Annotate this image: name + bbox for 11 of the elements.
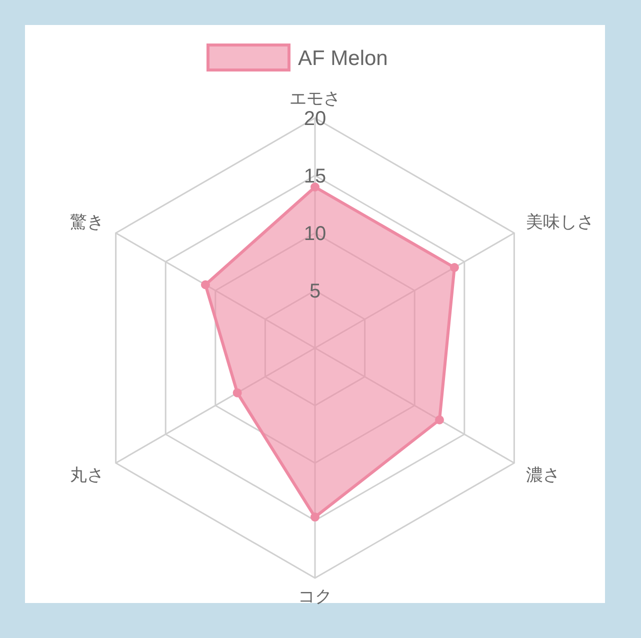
spoke-label: 丸さ bbox=[70, 466, 104, 484]
y-tick-label: 15 bbox=[304, 166, 326, 188]
spoke-label: 美味しさ bbox=[526, 212, 594, 232]
spoke-label: 濃さ bbox=[526, 466, 560, 484]
y-tick-label: 10 bbox=[304, 223, 326, 245]
legend-label: AF Melon bbox=[298, 47, 388, 70]
y-tick-label: 20 bbox=[304, 108, 326, 130]
y-tick-label: 5 bbox=[309, 280, 321, 302]
spoke-label: エモさ bbox=[290, 89, 340, 108]
spoke-label: コク bbox=[298, 587, 332, 606]
spoke-label: 驚き bbox=[70, 212, 104, 232]
